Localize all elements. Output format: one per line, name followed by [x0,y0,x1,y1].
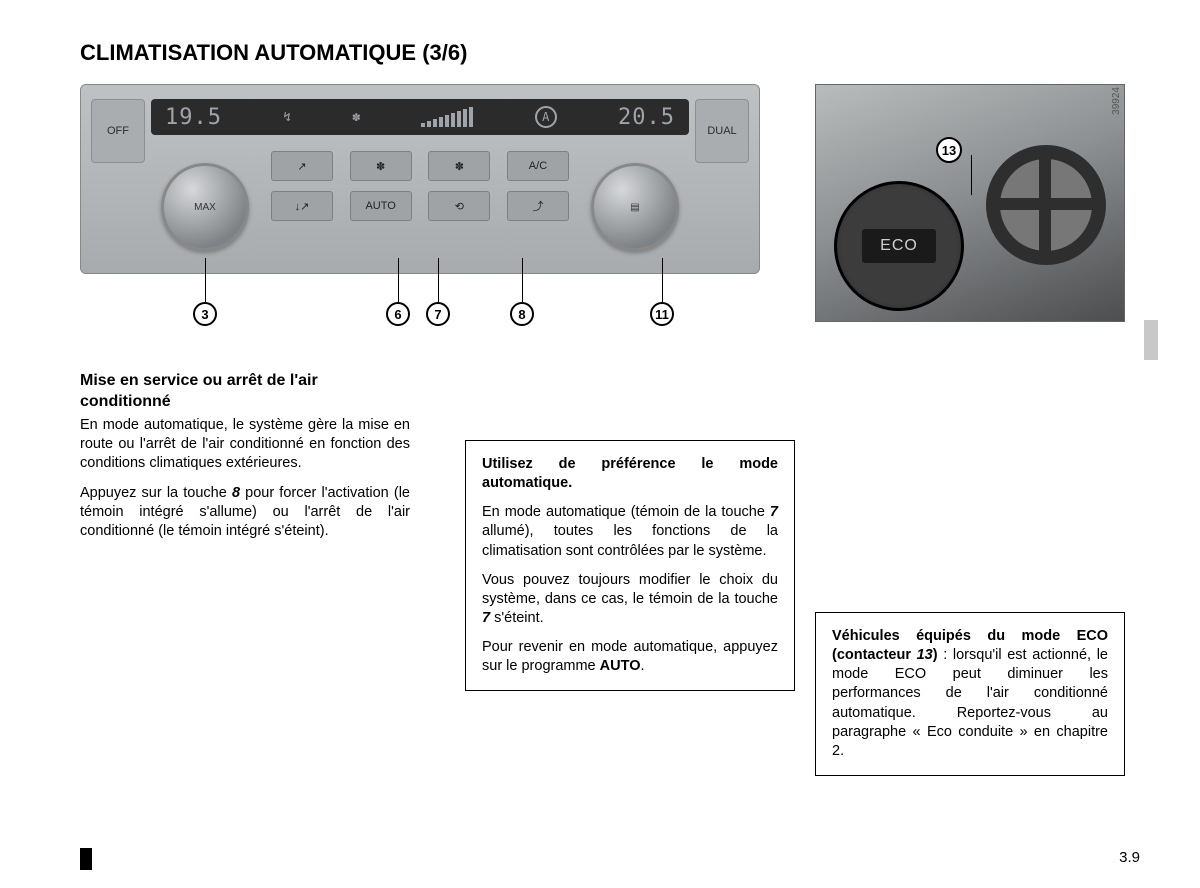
recirc-button: ⟲ [428,191,490,221]
display-temp-left: 19.5 [165,105,222,130]
interior-figure: 39924 13 ECO [815,84,1125,322]
defrost-max-icon: MAX [194,202,216,213]
rear-defrost-icon: ▤ [630,202,639,213]
button-row-bottom: ↓↗ AUTO ⟲ ⤴ [271,191,569,221]
page-number: 3.9 [1119,849,1140,866]
temp-knob-left: MAX [161,163,249,251]
callout-11: 11 [650,302,674,326]
para-auto-mode: En mode automatique, le système gère la … [80,416,410,473]
callout-leader-11 [662,258,663,302]
box1-p4: Pour revenir en mode automatique, appuye… [482,638,778,676]
body-columns: Mise en service ou arrêt de l'air condit… [80,370,800,691]
dual-button: DUAL [695,99,749,163]
temp-knob-right: ▤ [591,163,679,251]
auto-mode-icon: A [535,106,557,128]
footer-mark [80,848,92,870]
callout-7: 7 [426,302,450,326]
figure-code-right: 39924 [1111,87,1122,115]
column-1: Mise en service ou arrêt de l'air condit… [80,370,410,551]
eco-info-box: Véhicules équipés du mode ECO (contacteu… [815,612,1125,776]
eco-button: ECO [862,229,936,263]
auto-button: AUTO [350,191,412,221]
callout-row: 3 67 8 11 [80,274,760,336]
page-edge-tab [1144,320,1158,360]
vent-button: ⤴ [507,191,569,221]
climate-panel-figure: 40496 OFF DUAL 19.5 ↯ ✽ A 20.5 ↗ ✽ ✽ [80,84,760,336]
callout-leader-3 [205,258,206,302]
auto-mode-info-box: Utilisez de préférence le mode automatiq… [465,440,795,691]
box1-p3: Vous pouvez toujours modifier le choix d… [482,571,778,628]
box1-p2: En mode automatique (témoin de la touche… [482,503,778,560]
eco-box-text: Véhicules équipés du mode ECO (contacteu… [832,627,1108,761]
air-up-button: ↗ [271,151,333,181]
steering-wheel [986,145,1106,265]
column-2: Utilisez de préférence le mode automatiq… [465,370,795,691]
button-row-top: ↗ ✽ ✽ A/C [271,151,569,181]
ac-button: A/C [507,151,569,181]
eco-button-inset: ECO [834,181,964,311]
section-heading: Mise en service ou arrêt de l'air condit… [80,370,410,412]
callout-leader-7 [438,258,439,302]
off-button: OFF [91,99,145,163]
callout-leader-6 [398,258,399,302]
para-button-8: Appuyez sur la touche 8 pour forcer l'ac… [80,484,410,541]
climate-display: 19.5 ↯ ✽ A 20.5 [151,99,689,135]
fan-up-button: ✽ [428,151,490,181]
right-column: 39924 13 ECO Véhicules équipés du mode E… [815,84,1125,776]
callout-8: 8 [510,302,534,326]
callout-13-leader [971,155,972,195]
callout-6: 6 [386,302,410,326]
page-title: CLIMATISATION AUTOMATIQUE (3/6) [80,40,1140,66]
callout-leader-8 [522,258,523,302]
fan-bars [421,107,473,127]
box1-lead: Utilisez de préférence le mode automatiq… [482,455,778,493]
fan-icon: ✽ [352,110,360,125]
air-down-button: ↓↗ [271,191,333,221]
airflow-icon: ↯ [283,110,291,125]
car-interior: 39924 13 ECO [815,84,1125,322]
fan-down-button: ✽ [350,151,412,181]
callout-3: 3 [193,302,217,326]
display-temp-right: 20.5 [618,105,675,130]
callout-13: 13 [936,137,962,163]
climate-panel: OFF DUAL 19.5 ↯ ✽ A 20.5 ↗ ✽ ✽ A/C [80,84,760,274]
